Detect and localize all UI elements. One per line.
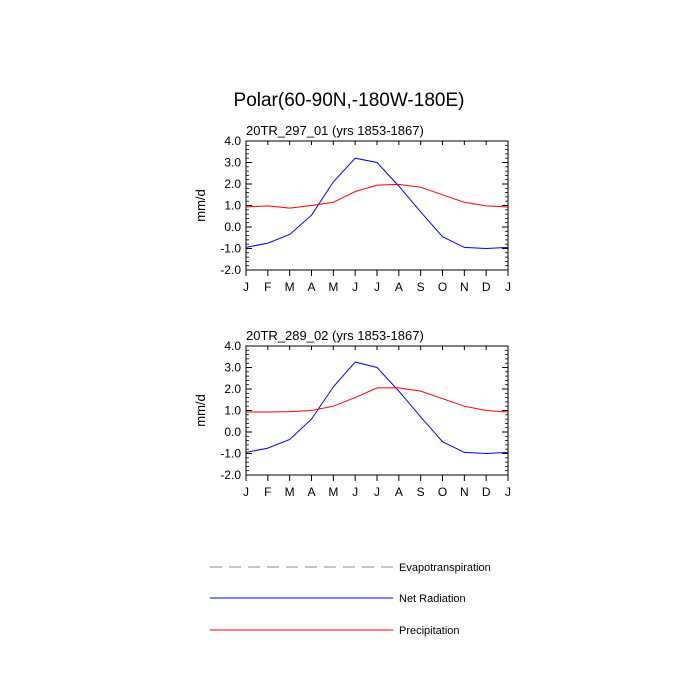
x-tick-label: J xyxy=(352,280,358,294)
x-tick-label: D xyxy=(482,280,491,294)
y-tick-label: 1.0 xyxy=(224,199,241,213)
y-tick-label: 0.0 xyxy=(224,425,241,439)
x-tick-label: M xyxy=(328,280,338,294)
plot-frame xyxy=(245,345,509,476)
panel-2: 20TR_289_02 (yrs 1853-1867) mm/d 4.0 3.0 2.0… xyxy=(193,328,511,499)
x-tick-label: O xyxy=(438,485,447,499)
x-tick-label: N xyxy=(460,485,469,499)
legend: Evapotranspiration Net Radiation Precipita… xyxy=(210,562,491,637)
series-line-net-radiation xyxy=(245,361,509,455)
x-tick-label: J xyxy=(374,280,380,294)
x-tick-label: A xyxy=(395,280,403,294)
x-tick-label: J xyxy=(243,280,249,294)
y-tick-label: 3.0 xyxy=(224,156,241,170)
series-line-precipitation xyxy=(245,183,509,209)
x-tick-label: J xyxy=(505,485,511,499)
x-tick-label: A xyxy=(307,280,315,294)
x-tick-label: A xyxy=(395,485,403,499)
x-tick-label: N xyxy=(460,280,469,294)
y-tick-label: 0.0 xyxy=(224,220,241,234)
y-tick-label: -1.0 xyxy=(220,447,241,461)
series-line-net-radiation xyxy=(245,157,509,250)
legend-label: Precipitation xyxy=(399,625,460,637)
panel-subtitle: 20TR_289_02 (yrs 1853-1867) xyxy=(246,328,424,343)
x-tick-label: D xyxy=(482,485,491,499)
y-tick-label: -1.0 xyxy=(220,242,241,256)
x-tick-label: M xyxy=(285,280,295,294)
x-tick-label: M xyxy=(328,485,338,499)
y-tick-label: -2.0 xyxy=(220,468,241,482)
chart-title: Polar(60-90N,-180W-180E) xyxy=(234,90,465,111)
x-tick-label: S xyxy=(417,485,425,499)
y-axis-label: mm/d xyxy=(193,394,208,427)
y-tick-label: -2.0 xyxy=(220,263,241,277)
x-tick-label: J xyxy=(374,485,380,499)
series-line-precipitation xyxy=(246,387,509,413)
y-tick-label: 1.0 xyxy=(224,404,241,418)
x-tick-label: F xyxy=(264,280,271,294)
y-axis-label: mm/d xyxy=(193,189,208,222)
x-tick-label: J xyxy=(243,485,249,499)
x-tick-label: A xyxy=(307,485,315,499)
y-tick-label: 3.0 xyxy=(224,361,241,375)
x-tick-label: F xyxy=(264,485,271,499)
x-tick-label: O xyxy=(438,280,447,294)
y-tick-label: 2.0 xyxy=(224,177,241,191)
x-tick-label: M xyxy=(285,485,295,499)
x-tick-label: S xyxy=(417,280,425,294)
plot-frame xyxy=(245,140,509,271)
y-tick-label: 4.0 xyxy=(224,339,241,353)
y-tick-label: 2.0 xyxy=(224,382,241,396)
y-tick-label: 4.0 xyxy=(224,134,241,148)
panel-subtitle: 20TR_297_01 (yrs 1853-1867) xyxy=(246,123,424,138)
panel-1: 20TR_297_01 (yrs 1853-1867) mm/d 4.0 3.0 2.0… xyxy=(193,123,511,294)
legend-label: Evapotranspiration xyxy=(399,562,491,574)
x-tick-label: J xyxy=(352,485,358,499)
panels-group: 20TR_297_01 (yrs 1853-1867) mm/d 4.0 3.0 2.0… xyxy=(193,123,511,499)
x-tick-label: J xyxy=(505,280,511,294)
legend-label: Net Radiation xyxy=(399,593,466,605)
